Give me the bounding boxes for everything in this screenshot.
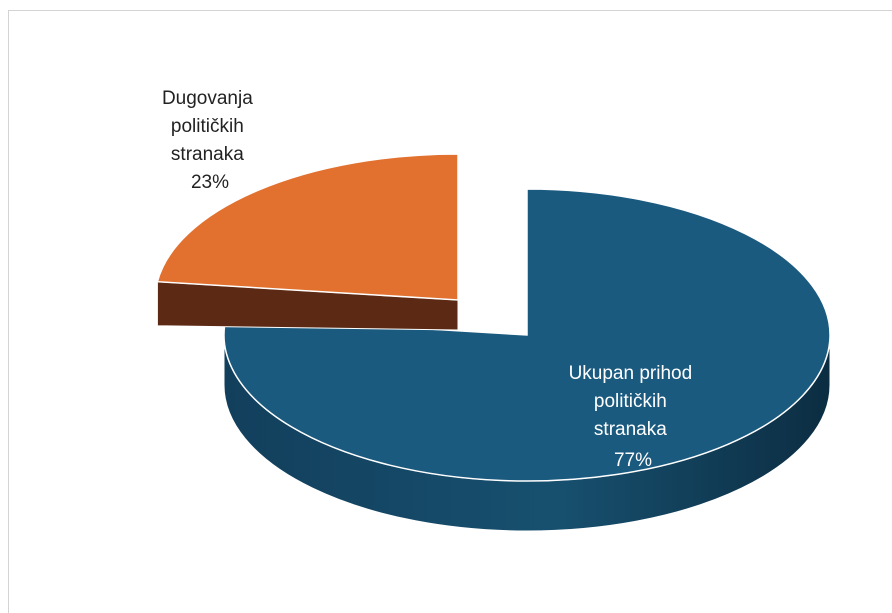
data-label-blue-line1: Ukupan prihod [569,363,693,384]
data-label-blue-line2: političkih [594,391,667,412]
pie-slice-orange [156,153,459,301]
data-label-orange-line3: stranaka [171,144,244,165]
data-label-orange-line1: Dugovanja [162,88,253,109]
data-label-blue-percent: 77% [614,450,652,471]
data-label-orange: Dugovanja političkih stranaka 23% [162,88,258,193]
data-label-blue-line3: stranaka [594,419,667,440]
data-label-orange-percent: 23% [191,172,229,193]
pie-slice-blue [223,188,831,482]
chart-frame [8,10,892,613]
data-label-blue: Ukupan prihod političkih stranaka 77% [569,363,698,471]
data-label-orange-line2: političkih [171,116,244,137]
